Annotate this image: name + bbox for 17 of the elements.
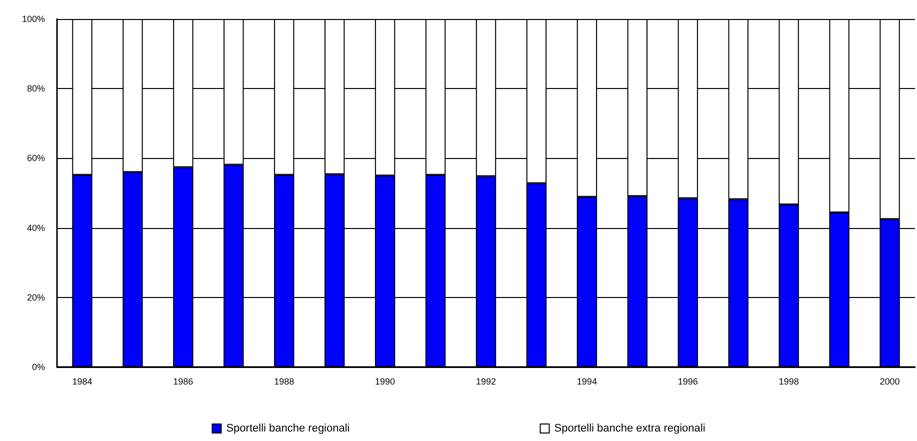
y-tick-label: 20% [26, 292, 45, 302]
x-tick-label: 1986 [173, 376, 194, 386]
x-tick-label: 1994 [576, 376, 597, 386]
x-tick-label: 1988 [274, 376, 294, 386]
x-tick-label: 1996 [678, 376, 698, 386]
legend-label: Sportelli banche extra regionali [554, 422, 706, 434]
legend-label: Sportelli banche regionali [226, 422, 350, 434]
y-tick-label: 80% [26, 84, 45, 94]
x-tick-label: 2000 [880, 376, 900, 386]
x-tick-label: 1990 [375, 376, 396, 386]
x-tick-label: 1992 [476, 376, 496, 386]
y-tick-label: 0% [32, 362, 45, 372]
x-tick-label: 1984 [72, 376, 92, 386]
y-tick-label: 40% [26, 222, 45, 233]
y-tick-label: 100% [22, 14, 45, 24]
y-tick-label: 60% [26, 153, 45, 164]
x-tick-label: 1998 [778, 376, 799, 386]
